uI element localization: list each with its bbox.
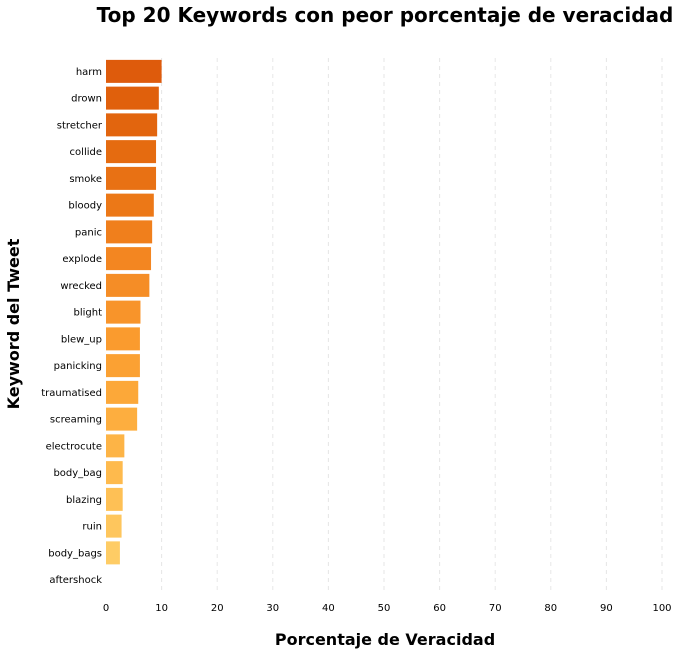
x-tick-label: 100 — [652, 603, 671, 614]
x-tick-label: 0 — [103, 603, 109, 614]
bar-blazing — [106, 487, 123, 511]
y-tick-label: ruin — [82, 522, 102, 533]
y-tick-label: collide — [70, 147, 102, 158]
x-tick-labels: 0 10 20 30 40 50 60 70 80 90 100 — [103, 603, 672, 614]
bar-body_bags — [106, 541, 120, 565]
bar-screaming — [106, 407, 138, 431]
x-tick-label: 30 — [266, 603, 279, 614]
x-tick-label: 50 — [378, 603, 391, 614]
y-tick-label: blazing — [66, 495, 102, 506]
bar-explode — [106, 247, 152, 271]
y-tick-label: stretcher — [57, 120, 103, 131]
y-tick-label: traumatised — [41, 388, 102, 399]
y-tick-label: drown — [71, 94, 102, 105]
y-tick-label: harm — [76, 67, 102, 78]
y-tick-label: screaming — [50, 415, 102, 426]
bar-stretcher — [106, 113, 158, 137]
bar-body_bag — [106, 461, 123, 485]
x-tick-label: 90 — [600, 603, 613, 614]
x-tick-label: 60 — [433, 603, 446, 614]
y-tick-label: panicking — [54, 361, 102, 372]
bar-traumatised — [106, 380, 139, 404]
x-tick-label: 70 — [489, 603, 502, 614]
bar-collide — [106, 140, 157, 164]
bar-panic — [106, 220, 153, 244]
y-tick-labels: harm drown stretcher collide smoke bloody pani… — [41, 67, 103, 586]
bar-ruin — [106, 514, 122, 538]
bar-electrocute — [106, 434, 125, 458]
y-tick-label: blight — [73, 308, 102, 319]
y-tick-label: panic — [75, 227, 102, 238]
y-tick-label: aftershock — [49, 575, 102, 586]
x-tick-label: 40 — [322, 603, 335, 614]
bar-blew_up — [106, 327, 140, 351]
grid-lines — [161, 58, 663, 592]
bar-smoke — [106, 166, 157, 190]
y-axis-label: Keyword del Tweet — [4, 238, 23, 409]
y-tick-label: wrecked — [60, 281, 102, 292]
y-tick-label: bloody — [68, 201, 102, 212]
bar-panicking — [106, 354, 140, 378]
y-tick-label: explode — [62, 254, 102, 265]
y-tick-label: body_bags — [48, 548, 102, 559]
y-tick-label: body_bag — [53, 468, 102, 479]
x-tick-label: 10 — [155, 603, 168, 614]
chart-title: Top 20 Keywords con peor porcentaje de v… — [97, 3, 674, 27]
x-axis-label: Porcentaje de Veracidad — [275, 630, 495, 649]
bars — [106, 59, 162, 565]
x-tick-label: 80 — [544, 603, 557, 614]
bar-wrecked — [106, 273, 150, 297]
bar-harm — [106, 59, 162, 83]
y-tick-label: blew_up — [61, 334, 102, 345]
bar-drown — [106, 86, 159, 110]
y-tick-label: electrocute — [46, 441, 102, 452]
y-tick-label: smoke — [69, 174, 102, 185]
x-tick-label: 20 — [211, 603, 224, 614]
bar-bloody — [106, 193, 154, 217]
bar-blight — [106, 300, 141, 324]
